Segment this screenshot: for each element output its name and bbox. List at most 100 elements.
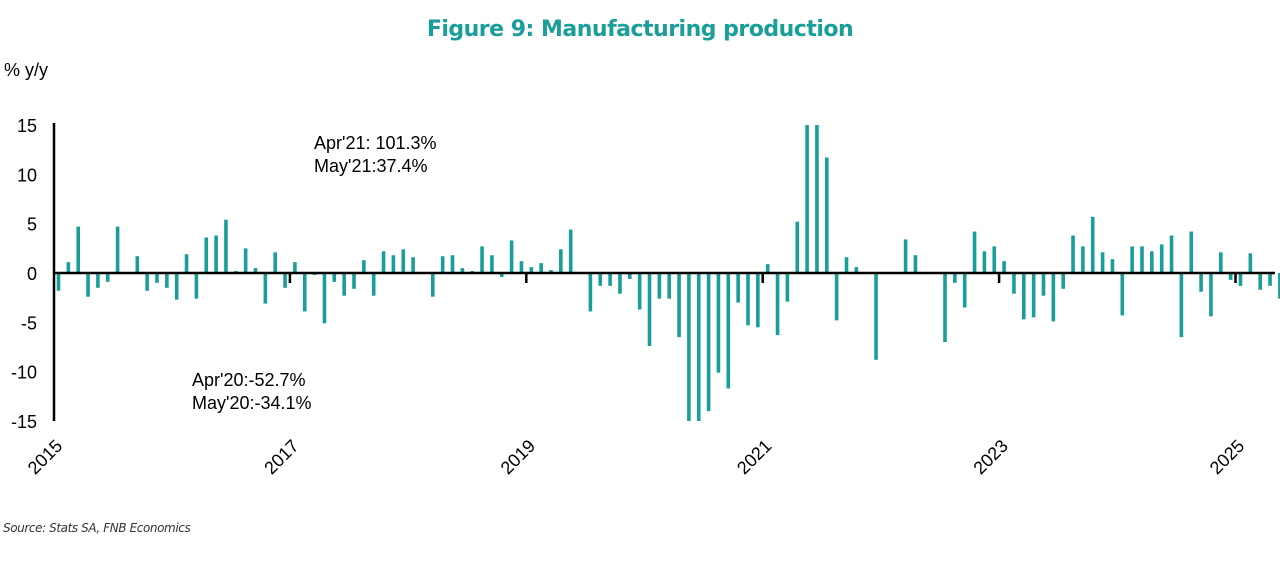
- bar: [115, 226, 120, 273]
- bar: [519, 261, 524, 273]
- bar: [450, 255, 455, 273]
- bar: [637, 273, 642, 310]
- bar: [588, 273, 593, 312]
- bar: [273, 252, 277, 273]
- bar: [411, 257, 415, 273]
- bar: [1248, 253, 1253, 273]
- bar: [480, 246, 484, 273]
- bar: [1228, 273, 1233, 280]
- bar: [509, 240, 514, 273]
- bar: [1278, 273, 1280, 299]
- bar: [332, 273, 337, 282]
- bar: [529, 267, 534, 273]
- bar: [322, 273, 327, 324]
- bar: [953, 273, 957, 283]
- source-note: Source: Stats SA, FNB Economics: [3, 521, 191, 535]
- bar: [155, 273, 159, 283]
- y-axis-ticks: 15 10 5 0 -5 -10 -15: [11, 116, 37, 432]
- bar: [381, 251, 386, 273]
- bar: [1100, 252, 1105, 273]
- bar: [628, 273, 632, 279]
- bar: [1031, 273, 1036, 318]
- bar: [391, 255, 396, 273]
- y-tick-label: 10: [17, 165, 37, 185]
- bar: [253, 268, 258, 273]
- bar: [765, 264, 770, 273]
- bar: [1179, 273, 1184, 338]
- bar: [66, 262, 71, 273]
- bars: [56, 125, 1280, 421]
- y-tick-label: 15: [17, 116, 37, 136]
- bar: [1012, 273, 1016, 294]
- bar: [834, 273, 839, 321]
- bar: [805, 125, 809, 273]
- bar: [184, 254, 189, 273]
- bar: [302, 273, 307, 312]
- bar: [1090, 216, 1095, 273]
- bar: [1209, 273, 1213, 317]
- bar: [559, 249, 563, 273]
- y-tick-label: 0: [27, 264, 37, 284]
- bar: [825, 157, 829, 273]
- bar: [283, 273, 287, 288]
- bar: [86, 273, 90, 297]
- bar: [243, 248, 248, 273]
- x-tick-label: 2019: [497, 436, 539, 478]
- bar: [815, 125, 819, 273]
- bar: [696, 273, 701, 421]
- bar: [1268, 273, 1272, 286]
- bar: [1081, 246, 1085, 273]
- bar: [785, 273, 790, 302]
- bar: [1189, 231, 1194, 273]
- bar: [608, 273, 612, 286]
- bar: [165, 273, 169, 288]
- bar: [677, 273, 681, 338]
- bar: [1071, 235, 1075, 273]
- bar: [1238, 273, 1243, 286]
- x-tick-label: 2023: [969, 436, 1011, 478]
- bar: [1120, 273, 1125, 316]
- bar: [854, 267, 859, 273]
- bar: [618, 273, 622, 294]
- bar: [499, 273, 504, 277]
- bar: [598, 273, 603, 286]
- bar: [903, 239, 908, 273]
- bar: [440, 256, 445, 273]
- bar: [1169, 235, 1174, 273]
- bar: [982, 251, 987, 273]
- bar: [736, 273, 740, 303]
- bar: [775, 273, 780, 336]
- bar: [352, 273, 356, 289]
- bar: [490, 255, 494, 273]
- bar: [135, 256, 140, 273]
- bar: [687, 273, 691, 421]
- bar: [539, 263, 543, 273]
- bar: [726, 273, 731, 389]
- bar: [371, 273, 376, 296]
- bar: [657, 273, 662, 299]
- bar: [224, 219, 228, 273]
- bar: [1041, 273, 1046, 296]
- bar: [1150, 251, 1154, 273]
- bar: [56, 273, 61, 291]
- annotation-2021-peak: Apr'21: 101.3% May'21:37.4%: [314, 133, 437, 176]
- bar: [174, 273, 179, 300]
- bar: [1219, 252, 1223, 273]
- bar: [96, 273, 100, 288]
- bar: [1002, 261, 1006, 273]
- bar: [972, 231, 977, 273]
- bar: [716, 273, 721, 373]
- bar: [1051, 273, 1056, 322]
- chart-title: Figure 9: Manufacturing production: [426, 17, 854, 42]
- bar: [76, 226, 80, 273]
- bar: [647, 273, 652, 347]
- bar: [1199, 273, 1203, 292]
- bar: [756, 273, 760, 328]
- bar: [1159, 244, 1164, 273]
- bar: [844, 257, 849, 273]
- x-axis-ticks: 2015 2017 2019 2021 2023 2025: [24, 273, 1248, 478]
- bar: [214, 235, 218, 273]
- bar: [460, 268, 465, 273]
- bar: [1110, 259, 1115, 273]
